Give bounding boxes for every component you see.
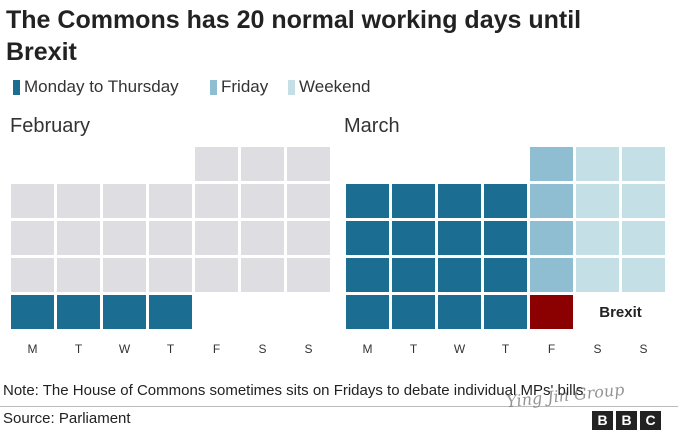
day-cell-friday	[530, 221, 573, 255]
day-cell-past	[241, 147, 284, 181]
day-cell-weekday	[438, 221, 481, 255]
day-cell-past	[57, 221, 100, 255]
day-label: M	[28, 342, 38, 356]
legend-label: Weekend	[299, 77, 371, 96]
day-cell-past	[195, 184, 238, 218]
day-cell-weekday	[392, 258, 435, 292]
day-cell-past	[241, 221, 284, 255]
day-label: S	[304, 342, 312, 356]
day-cell-past	[149, 184, 192, 218]
day-label: F	[213, 342, 220, 356]
day-cell-brexit	[530, 295, 573, 329]
day-cell-past	[11, 258, 54, 292]
day-cell-weekday	[346, 258, 389, 292]
day-cell-past	[149, 258, 192, 292]
day-cell-past	[57, 184, 100, 218]
day-cell-weekday	[103, 295, 146, 329]
legend-swatch-friday	[210, 80, 217, 95]
day-cell-past	[57, 258, 100, 292]
day-cell-weekday	[346, 295, 389, 329]
day-cell-friday	[530, 147, 573, 181]
day-cell-past	[11, 184, 54, 218]
day-label: S	[258, 342, 266, 356]
day-cell-weekday	[57, 295, 100, 329]
day-cell-friday	[530, 258, 573, 292]
day-label: T	[502, 342, 510, 356]
day-cell-weekday	[346, 184, 389, 218]
chart-note: Note: The House of Commons sometimes sit…	[3, 382, 584, 399]
chart-title: The Commons has 20 normal working days u…	[6, 6, 582, 66]
day-cell-weekend	[622, 258, 665, 292]
day-cell-past	[287, 147, 330, 181]
day-cell-weekend	[622, 221, 665, 255]
day-cell-past	[11, 221, 54, 255]
day-cell-weekday	[438, 295, 481, 329]
day-cell-past	[195, 221, 238, 255]
day-cell-weekday	[484, 258, 527, 292]
chart-source: Source: Parliament	[3, 410, 131, 427]
day-label: M	[363, 342, 373, 356]
day-cell-weekday	[438, 184, 481, 218]
day-cell-past	[241, 184, 284, 218]
day-cell-weekday	[484, 184, 527, 218]
day-cell-past	[149, 221, 192, 255]
day-cell-past	[287, 184, 330, 218]
day-cell-weekday	[149, 295, 192, 329]
day-label: S	[593, 342, 601, 356]
day-cell-past	[195, 258, 238, 292]
day-cell-past	[103, 258, 146, 292]
day-cell-weekday	[484, 221, 527, 255]
day-cell-weekday	[392, 295, 435, 329]
day-label: T	[75, 342, 83, 356]
day-cell-past	[241, 258, 284, 292]
day-cell-weekend	[622, 184, 665, 218]
day-cell-weekday	[346, 221, 389, 255]
day-cell-past	[287, 221, 330, 255]
day-cell-past	[103, 221, 146, 255]
day-cell-weekend	[622, 147, 665, 181]
day-label: F	[548, 342, 555, 356]
day-label: W	[119, 342, 131, 356]
legend-swatch-weekend	[288, 80, 295, 95]
bbc-logo-letter: C	[640, 411, 661, 430]
day-cell-weekday	[11, 295, 54, 329]
legend-label: Monday to Thursday	[24, 77, 179, 96]
day-cell-weekend	[576, 258, 619, 292]
calendar-chart: M T W T F S S M T W T F S S Brexit	[11, 147, 665, 356]
bbc-logo-letter: B	[592, 411, 613, 430]
brexit-annotation: Brexit	[599, 304, 642, 321]
day-cell-weekday	[438, 258, 481, 292]
footer-divider	[0, 406, 678, 407]
day-label: T	[410, 342, 418, 356]
day-cell-weekend	[576, 147, 619, 181]
day-cell-past	[287, 258, 330, 292]
day-label: S	[639, 342, 647, 356]
month-label-february: February	[10, 115, 91, 137]
month-label-march: March	[344, 115, 400, 137]
day-cell-weekday	[392, 184, 435, 218]
day-cell-weekday	[392, 221, 435, 255]
legend-swatch-weekday	[13, 80, 20, 95]
day-cell-weekend	[576, 221, 619, 255]
day-cell-weekend	[576, 184, 619, 218]
bbc-logo-letter: B	[616, 411, 637, 430]
legend-label: Friday	[221, 77, 269, 96]
day-cell-past	[103, 184, 146, 218]
day-label: W	[454, 342, 466, 356]
day-cell-past	[195, 147, 238, 181]
day-label: T	[167, 342, 175, 356]
day-cell-weekday	[484, 295, 527, 329]
day-cell-friday	[530, 184, 573, 218]
